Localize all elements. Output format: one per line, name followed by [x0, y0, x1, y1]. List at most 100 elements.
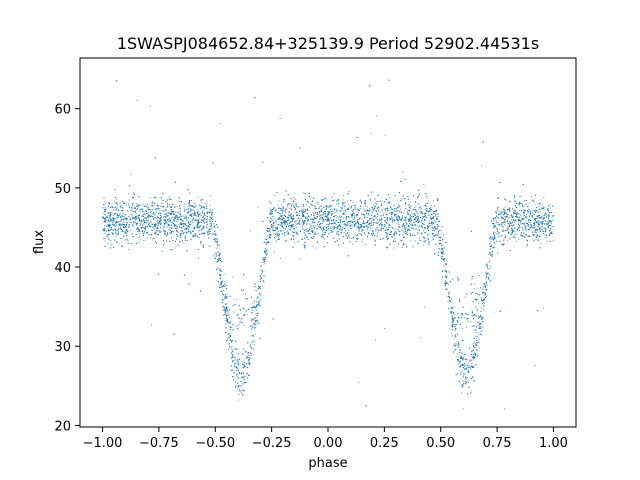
- data-point: [262, 256, 264, 258]
- data-point: [459, 366, 460, 368]
- data-point: [185, 225, 187, 227]
- data-point: [138, 235, 140, 237]
- data-point: [282, 214, 284, 216]
- data-point: [506, 215, 508, 217]
- data-point: [377, 216, 379, 218]
- data-point: [278, 224, 280, 226]
- data-point: [320, 227, 322, 229]
- data-point: [183, 210, 185, 212]
- data-point: [528, 202, 530, 204]
- data-point: [366, 206, 368, 208]
- data-point: [361, 202, 363, 204]
- data-point: [178, 200, 180, 202]
- data-point: [363, 222, 364, 224]
- data-point: [402, 234, 404, 236]
- data-point: [498, 233, 500, 235]
- data-point: [495, 232, 497, 234]
- data-point: [220, 271, 222, 272]
- data-point: [395, 228, 397, 230]
- data-point: [259, 293, 261, 295]
- data-point: [377, 221, 379, 223]
- data-point: [231, 345, 233, 347]
- data-point: [198, 205, 200, 207]
- data-point: [103, 228, 105, 230]
- data-point: [202, 210, 203, 212]
- data-point: [544, 209, 546, 211]
- data-point: [357, 218, 359, 220]
- data-point: [539, 227, 541, 228]
- data-point: [103, 232, 105, 234]
- data-point: [189, 204, 191, 206]
- data-point: [165, 234, 166, 236]
- data-point: [349, 226, 351, 228]
- data-point: [236, 359, 238, 361]
- data-point: [167, 205, 168, 207]
- data-point: [180, 237, 182, 238]
- data-point: [231, 361, 233, 363]
- data-point: [478, 347, 480, 349]
- data-point: [240, 385, 242, 387]
- data-point: [272, 227, 274, 229]
- data-point: [200, 214, 202, 216]
- data-point: [286, 217, 288, 218]
- data-point: [454, 343, 456, 345]
- data-point: [206, 202, 208, 204]
- data-point: [541, 204, 543, 206]
- data-point: [450, 308, 452, 310]
- data-point: [443, 265, 445, 267]
- data-point: [157, 229, 159, 231]
- data-point: [152, 226, 154, 228]
- data-point: [286, 209, 288, 210]
- data-point: [205, 221, 207, 223]
- data-point: [438, 220, 440, 222]
- data-point: [151, 205, 152, 207]
- data-point: [142, 203, 144, 205]
- data-point: [402, 228, 404, 230]
- data-point: [282, 222, 283, 224]
- data-point: [309, 226, 311, 228]
- data-point: [211, 223, 213, 225]
- data-point: [258, 322, 260, 324]
- data-point: [495, 235, 497, 237]
- data-point: [250, 318, 252, 320]
- data-point: [224, 281, 226, 283]
- data-point: [248, 357, 250, 359]
- data-point: [278, 199, 280, 201]
- data-point: [444, 261, 446, 263]
- data-point: [235, 381, 237, 383]
- data-point: [499, 210, 501, 212]
- data-point: [324, 226, 326, 228]
- data-point: [507, 209, 509, 210]
- data-point: [405, 224, 407, 226]
- data-point: [418, 221, 420, 223]
- data-point: [513, 220, 515, 222]
- data-point: [497, 222, 499, 224]
- data-point: [454, 306, 456, 308]
- data-point: [429, 210, 431, 212]
- data-point: [158, 222, 160, 224]
- data-point: [134, 208, 136, 210]
- data-point: [408, 205, 410, 207]
- data-point: [402, 225, 404, 227]
- data-point: [293, 229, 295, 231]
- data-point: [321, 220, 323, 222]
- data-point: [375, 210, 377, 212]
- data-point: [222, 279, 224, 281]
- data-point: [116, 213, 118, 215]
- data-point: [123, 215, 125, 217]
- data-point: [221, 283, 222, 285]
- data-point: [406, 227, 408, 229]
- data-point: [454, 345, 456, 347]
- data-point: [142, 214, 144, 216]
- data-point: [294, 207, 296, 209]
- data-point: [527, 224, 529, 225]
- data-point: [107, 215, 109, 217]
- data-point: [522, 229, 524, 231]
- data-point: [330, 212, 332, 214]
- data-point: [186, 217, 188, 219]
- data-point: [417, 232, 419, 233]
- data-point: [542, 215, 544, 217]
- data-point: [392, 222, 394, 224]
- data-point: [476, 332, 477, 334]
- data-point: [369, 227, 371, 229]
